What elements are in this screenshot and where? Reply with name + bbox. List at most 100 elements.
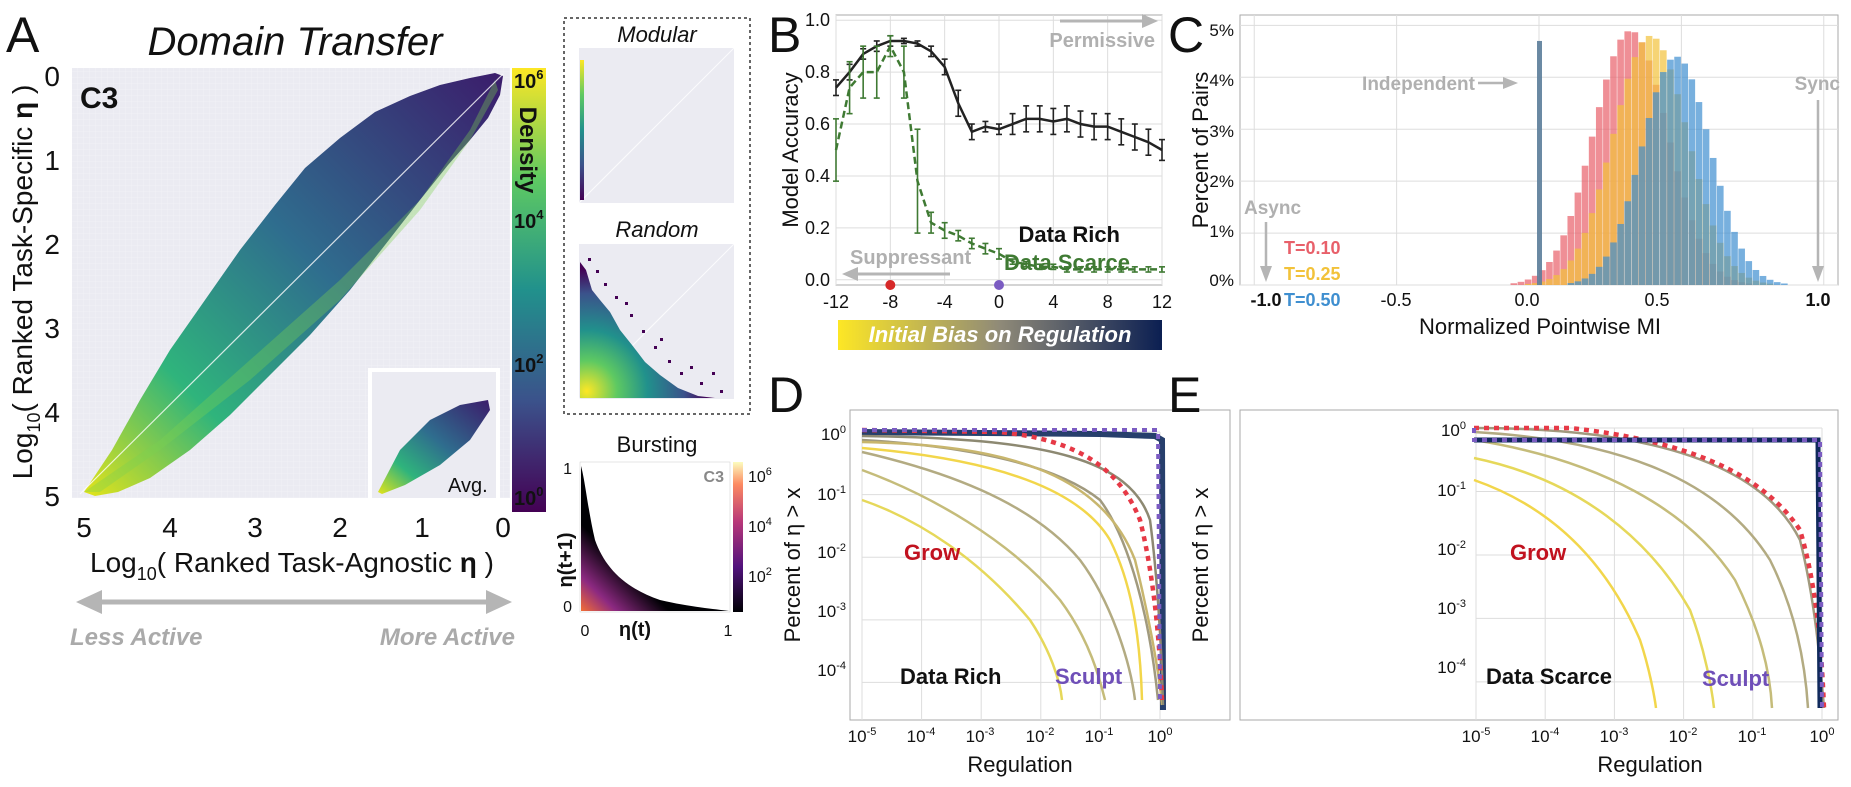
bursting-title: Bursting [617, 432, 698, 457]
tick-label: 10-2 [817, 542, 846, 562]
tick-label: 0 [495, 512, 511, 543]
tick-label: 3 [44, 313, 60, 344]
tick-label: 4 [1048, 292, 1058, 312]
tick-label: 3 [247, 512, 263, 543]
tick-label: 10-4 [1531, 726, 1560, 746]
tick-label: -4 [937, 292, 953, 312]
histogram-bar [1610, 133, 1617, 285]
tick-label: 100 [1147, 726, 1172, 746]
histogram-bar [1574, 248, 1582, 285]
independent-label: Independent [1362, 74, 1476, 95]
histogram-bar [1709, 157, 1717, 285]
suppressant-label: Suppressant [850, 247, 971, 269]
histogram-bar [1553, 275, 1560, 285]
tick-label: 4 [162, 512, 178, 543]
histogram-bar [1524, 283, 1532, 285]
tick-label: 0 [994, 292, 1004, 312]
tick-label: 1.0 [1805, 290, 1830, 310]
histogram-bar [1781, 283, 1788, 285]
less-active-label: Less Active [70, 624, 203, 651]
sync-annotation: Sync [1795, 74, 1841, 282]
tick-label: -1.0 [1250, 290, 1281, 310]
histogram-bar [1731, 231, 1738, 285]
colorbar-tick: 106 [514, 67, 543, 93]
histogram-bar [1567, 283, 1575, 285]
async-annotation: Async [1244, 198, 1301, 282]
plot-e-ylabel: Percent of η > x [1188, 488, 1213, 643]
tick-label: 0.0 [1514, 290, 1539, 310]
tick-label: 0% [1209, 271, 1234, 290]
side-panels: Modular Random Bursting C3 106 104 102 1… [555, 17, 772, 641]
histogram-bar [1603, 162, 1610, 285]
tick-label: 0.4 [805, 166, 830, 186]
plot-b-yticks: 0.0 0.2 0.4 0.6 0.8 1.0 [805, 10, 830, 290]
async-label: Async [1244, 198, 1301, 219]
histogram-bar [1531, 275, 1539, 285]
permissive-label: Permissive [1049, 30, 1155, 52]
panel-letter-c: C [1168, 7, 1204, 63]
tick-label: 2 [44, 229, 60, 260]
histogram-bar [1617, 223, 1624, 285]
histogram-bar [1595, 266, 1603, 285]
legend-data-rich: Data Rich [1019, 222, 1120, 247]
plot-d-curves [861, 427, 1166, 711]
histogram-bar [1766, 279, 1774, 285]
random-scatter-points [588, 258, 723, 393]
tick-label: 2% [1209, 172, 1234, 191]
panel-a-yticks: 0 1 2 3 4 5 [44, 61, 60, 512]
plot-d-xticks: 10-5 10-4 10-3 10-2 10-1 100 [848, 726, 1173, 746]
histogram-bar [1603, 256, 1610, 285]
tick-label: 4 [44, 397, 60, 428]
more-active-label: More Active [380, 624, 515, 651]
bursting-ylabel: η(t+1) [555, 533, 577, 588]
panel-a-xticks: 5 4 3 2 1 0 [76, 512, 511, 543]
plot-d-yticks: 100 10-1 10-2 10-3 10-4 [817, 424, 846, 680]
grow-label: Grow [904, 540, 961, 565]
tick-label: 10-3 [1437, 598, 1466, 618]
permissive-arrow: Permissive [1049, 14, 1158, 52]
independent-bar [1537, 40, 1542, 285]
histogram-bar [1560, 235, 1567, 285]
tick-label: 10-2 [1669, 726, 1698, 746]
grow-label: Grow [1510, 540, 1567, 565]
bursting-x0: 0 [581, 623, 590, 640]
histogram-bar [1667, 59, 1674, 285]
histogram-bar [1674, 56, 1681, 285]
activity-arrow: Less Active More Active [70, 590, 515, 651]
colorbar-tick: 106 [748, 466, 772, 486]
histogram-bar [1638, 146, 1646, 285]
plot-c-xticks: -1.0 -0.5 0.0 0.5 1.0 [1250, 290, 1830, 310]
regime-label: Data Rich [900, 664, 1001, 689]
histogram-bar [1539, 281, 1546, 285]
plot-e-yticks: 100 10-1 10-2 10-3 10-4 [1437, 420, 1466, 677]
tick-label: 0 [44, 61, 60, 92]
heatmap-density-blob [79, 73, 504, 496]
plot-b-series [833, 34, 1165, 273]
legend-entry: T=0.50 [1284, 290, 1341, 310]
histogram-bar [1624, 201, 1632, 285]
marker-dot [885, 280, 896, 290]
tick-label: 100 [821, 424, 846, 444]
panel-letter-b: B [768, 7, 801, 63]
colorbar-tick: 102 [748, 566, 772, 586]
tick-label: 10-4 [1437, 657, 1466, 677]
histogram-bar [1560, 269, 1567, 285]
histogram-bar [1524, 279, 1532, 285]
bursting-heatmap [579, 461, 731, 613]
histogram-bar [1631, 174, 1639, 285]
colorbar-tick: 102 [514, 351, 543, 377]
tick-label: 3% [1209, 122, 1234, 141]
histogram-bar [1510, 283, 1518, 285]
panel-letter-a: A [6, 7, 40, 63]
histogram-bar [1567, 260, 1575, 285]
bias-colorbar-label: Initial Bias on Regulation [869, 322, 1132, 347]
tick-label: 10-5 [848, 726, 877, 746]
sync-label: Sync [1795, 74, 1841, 95]
tick-label: -12 [823, 292, 849, 312]
histogram-bar [1539, 270, 1546, 285]
modular-title: Modular [617, 22, 698, 47]
histogram-bar [1610, 242, 1617, 285]
legend-entry: T=0.25 [1284, 264, 1341, 284]
bursting-y0: 0 [563, 599, 572, 616]
